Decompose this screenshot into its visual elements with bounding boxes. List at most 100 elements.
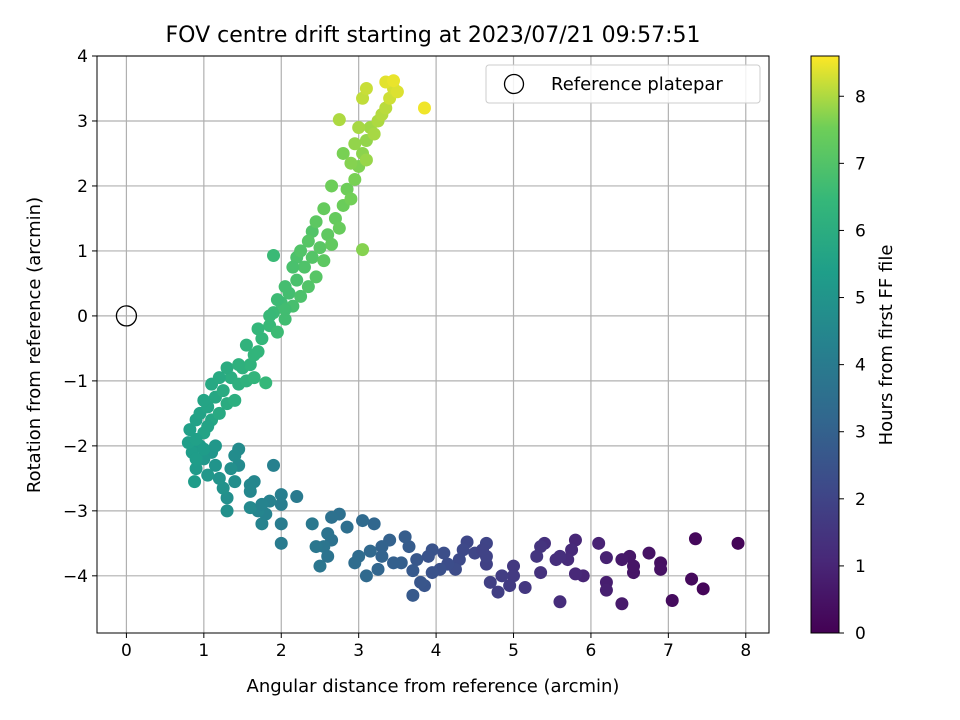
data-point bbox=[371, 562, 385, 576]
data-point bbox=[243, 484, 257, 498]
colorbar-tick-label: 7 bbox=[855, 154, 866, 174]
data-point bbox=[387, 74, 401, 88]
data-point bbox=[336, 146, 350, 160]
data-point bbox=[301, 280, 315, 294]
data-point bbox=[518, 581, 532, 595]
data-point bbox=[294, 289, 308, 303]
data-point bbox=[309, 540, 323, 554]
x-tick-label: 0 bbox=[121, 641, 132, 661]
data-point bbox=[731, 536, 745, 550]
x-tick-label: 4 bbox=[431, 641, 442, 661]
x-axis-ticks: 0 1 2 3 4 5 6 7 8 bbox=[121, 633, 751, 661]
data-point bbox=[348, 137, 362, 151]
colorbar-tick-label: 1 bbox=[855, 557, 866, 577]
data-point bbox=[183, 423, 197, 437]
data-point bbox=[549, 553, 563, 567]
data-point bbox=[328, 211, 342, 225]
data-point bbox=[317, 202, 331, 216]
data-point bbox=[325, 179, 339, 193]
y-tick-label: −2 bbox=[63, 437, 88, 457]
data-point bbox=[255, 332, 269, 346]
data-point bbox=[325, 510, 339, 524]
data-point bbox=[344, 156, 358, 170]
data-point bbox=[243, 358, 257, 372]
data-point bbox=[267, 458, 281, 472]
chart-title: FOV centre drift starting at 2023/07/21 … bbox=[166, 23, 701, 48]
y-axis-label: Rotation from reference (arcmin) bbox=[24, 197, 45, 493]
data-point bbox=[197, 442, 211, 456]
data-point bbox=[309, 270, 323, 284]
y-tick-label: 0 bbox=[77, 307, 88, 327]
data-point bbox=[688, 532, 702, 546]
data-point bbox=[406, 588, 420, 602]
data-point bbox=[332, 221, 346, 235]
data-point bbox=[270, 293, 284, 307]
colorbar-tick-label: 4 bbox=[855, 356, 866, 376]
reference-layer bbox=[115, 305, 138, 327]
x-tick-label: 1 bbox=[198, 641, 209, 661]
data-point bbox=[356, 91, 370, 105]
data-point bbox=[456, 543, 470, 557]
data-point bbox=[340, 520, 354, 534]
data-point bbox=[568, 567, 582, 581]
data-point bbox=[363, 544, 377, 558]
data-point bbox=[228, 393, 242, 407]
data-point bbox=[251, 322, 265, 336]
data-point bbox=[356, 514, 370, 528]
data-point bbox=[599, 551, 613, 565]
data-point bbox=[305, 517, 319, 531]
data-point bbox=[421, 549, 435, 563]
legend: Reference platepar bbox=[485, 64, 761, 104]
data-point bbox=[348, 172, 362, 186]
data-point bbox=[437, 546, 451, 560]
data-point bbox=[305, 224, 319, 238]
reference-point-marker bbox=[115, 305, 138, 327]
data-point bbox=[220, 504, 234, 518]
y-tick-label: −1 bbox=[63, 372, 88, 392]
colorbar-tick-label: 6 bbox=[855, 221, 866, 241]
data-point bbox=[367, 127, 381, 141]
data-point bbox=[491, 585, 505, 599]
data-point bbox=[599, 583, 613, 597]
y-tick-label: −3 bbox=[63, 502, 88, 522]
data-point bbox=[340, 182, 354, 196]
y-tick-label: 4 bbox=[77, 47, 88, 67]
data-point bbox=[263, 309, 277, 323]
data-point bbox=[274, 536, 288, 550]
data-point bbox=[197, 393, 211, 407]
data-point bbox=[239, 338, 253, 352]
data-point bbox=[615, 597, 629, 611]
data-point bbox=[274, 517, 288, 531]
x-axis-label: Angular distance from reference (arcmin) bbox=[247, 676, 620, 697]
plot-frame bbox=[96, 55, 770, 634]
data-point bbox=[313, 559, 327, 573]
data-point bbox=[615, 553, 629, 567]
data-point bbox=[375, 549, 389, 563]
data-point bbox=[278, 312, 292, 326]
data-point bbox=[390, 85, 404, 99]
data-point bbox=[247, 371, 261, 385]
data-point bbox=[232, 358, 246, 372]
data-point bbox=[402, 540, 416, 554]
data-point bbox=[507, 569, 521, 583]
data-point bbox=[208, 439, 222, 453]
x-tick-label: 8 bbox=[740, 641, 751, 661]
y-tick-label: −4 bbox=[63, 567, 88, 587]
data-point bbox=[476, 543, 490, 557]
data-point bbox=[534, 540, 548, 554]
data-point bbox=[201, 468, 215, 482]
y-tick-label: 2 bbox=[77, 177, 88, 197]
data-point bbox=[267, 248, 281, 262]
data-point bbox=[321, 549, 335, 563]
data-point bbox=[332, 113, 346, 127]
colorbar: 0 1 2 3 4 5 6 7 8 Hours from first FF file bbox=[810, 55, 897, 644]
data-point bbox=[274, 488, 288, 502]
data-point bbox=[216, 481, 230, 495]
colorbar-tick-label: 5 bbox=[855, 289, 866, 309]
data-point bbox=[286, 260, 300, 274]
data-point bbox=[356, 243, 370, 257]
data-point bbox=[568, 533, 582, 547]
data-point bbox=[685, 572, 699, 586]
data-point bbox=[387, 556, 401, 570]
data-point bbox=[255, 497, 269, 511]
